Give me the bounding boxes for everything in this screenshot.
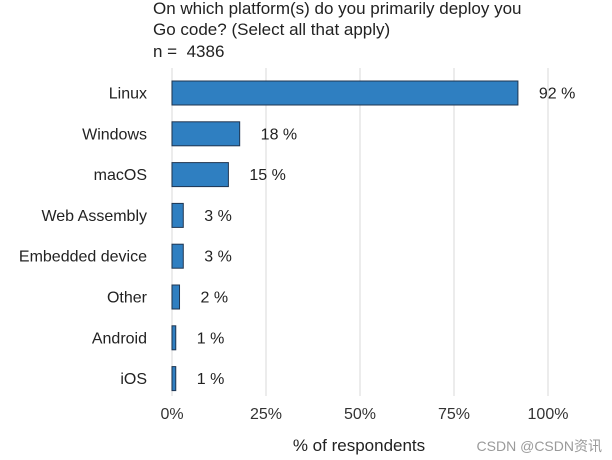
- category-label-4: Embedded device: [19, 249, 147, 266]
- value-label-1: 18 %: [261, 126, 297, 143]
- value-label-5: 2 %: [201, 290, 229, 307]
- bar-4: [171, 243, 184, 269]
- category-label-5: Other: [107, 290, 148, 307]
- category-label-6: Android: [92, 330, 147, 347]
- sample-size-prefix: n =: [153, 42, 182, 61]
- bar-1: [171, 121, 241, 147]
- bar-2: [171, 162, 229, 188]
- category-label-2: macOS: [94, 167, 147, 184]
- bar-0: [171, 80, 519, 106]
- bar-5: [171, 284, 181, 310]
- x-tick-label-2: 50%: [344, 406, 376, 423]
- chart-title-line-1: On which platform(s) do you primarily de…: [153, 0, 522, 18]
- x-tick-label-3: 75%: [438, 406, 470, 423]
- x-tick-label-0: 0%: [160, 406, 183, 423]
- bar-7: [171, 366, 177, 392]
- grid-lines: [171, 68, 549, 396]
- bar-3: [171, 202, 184, 228]
- watermark: CSDN @CSDN资讯: [476, 438, 602, 454]
- value-label-3: 3 %: [204, 208, 232, 225]
- x-tick-labels: 0% 25% 50% 75% 100%: [160, 406, 568, 423]
- category-label-0: Linux: [109, 86, 147, 103]
- chart-title-line-2: Go code? (Select all that apply): [153, 20, 391, 39]
- x-tick-label-1: 25%: [250, 406, 282, 423]
- value-label-0: 92 %: [539, 86, 575, 103]
- chart-title: On which platform(s) do you primarily de…: [153, 0, 612, 62]
- x-tick-label-4: 100%: [528, 406, 569, 423]
- category-label-7: iOS: [120, 371, 147, 388]
- category-labels: Linux Windows macOS Web Assembly Embedded de…: [19, 86, 148, 389]
- value-label-4: 3 %: [204, 249, 232, 266]
- bars: [171, 80, 519, 392]
- category-label-1: Windows: [82, 126, 147, 143]
- value-label-2: 15 %: [249, 167, 285, 184]
- value-label-6: 1 %: [197, 330, 225, 347]
- x-axis-title: % of respondents: [293, 436, 425, 455]
- bar-6: [171, 325, 177, 351]
- sample-size-value: 4386: [186, 42, 225, 61]
- value-labels: 92 % 18 % 15 % 3 % 3 % 2 % 1 % 1 %: [197, 86, 576, 389]
- value-label-7: 1 %: [197, 371, 225, 388]
- sample-size-label: n = 4386: [153, 41, 612, 62]
- category-label-3: Web Assembly: [41, 208, 147, 225]
